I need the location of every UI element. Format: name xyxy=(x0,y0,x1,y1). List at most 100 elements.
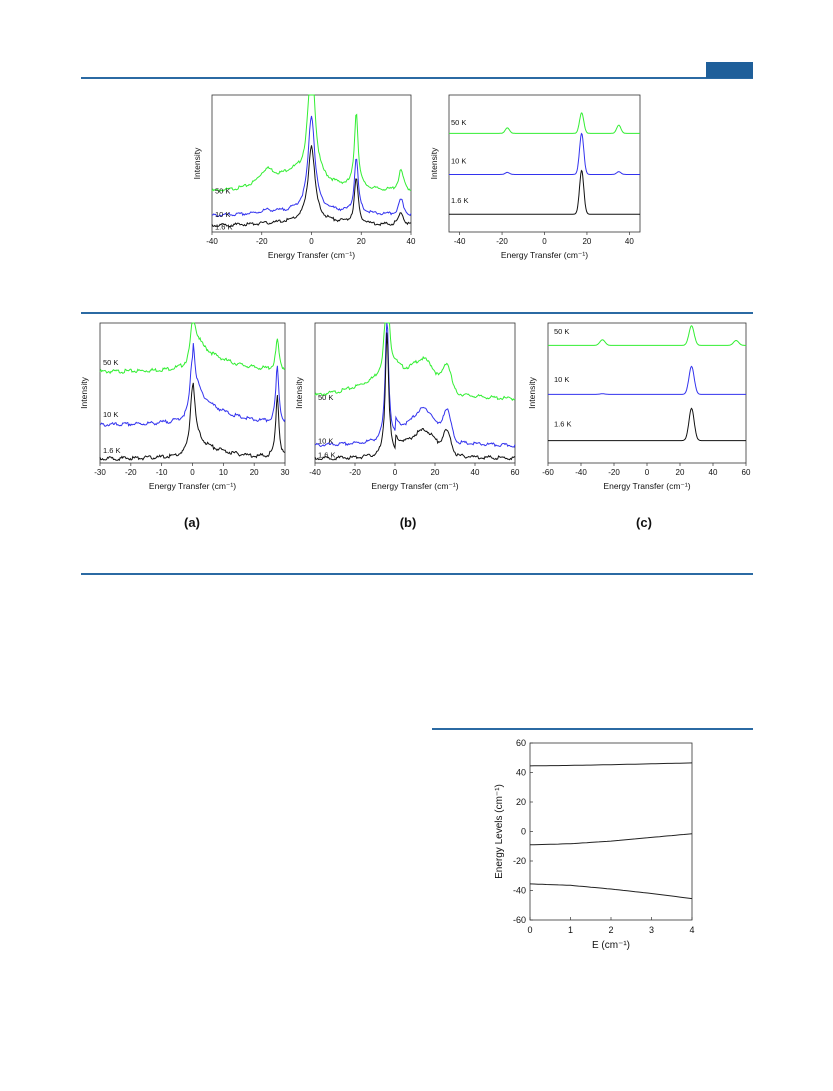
series-line xyxy=(314,322,516,402)
x-axis-label: Energy Transfer (cm⁻¹) xyxy=(268,250,355,260)
series-label: 50 K xyxy=(215,187,230,196)
y-tick-label: -20 xyxy=(513,856,526,866)
y-axis-label: Intensity xyxy=(294,376,304,408)
series-line xyxy=(449,112,640,134)
x-tick-label: 0 xyxy=(309,237,314,246)
series-line xyxy=(211,94,412,193)
x-tick-label: 20 xyxy=(676,468,685,477)
y-tick-label: -40 xyxy=(513,886,526,896)
series-label: 50 K xyxy=(103,358,118,367)
header-rule xyxy=(81,77,753,79)
series-line xyxy=(449,132,640,175)
x-tick-label: -40 xyxy=(206,237,218,246)
x-tick-label: 0 xyxy=(542,237,547,246)
series-line xyxy=(211,145,412,228)
y-axis-label: Intensity xyxy=(192,147,202,179)
series-line xyxy=(211,115,412,218)
x-tick-label: -10 xyxy=(156,468,168,477)
series-line xyxy=(99,322,286,375)
subfig-label-c: (c) xyxy=(636,515,652,530)
plot-frame xyxy=(448,94,641,233)
x-axis-label: E (cm⁻¹) xyxy=(592,940,630,951)
x-tick-label: -40 xyxy=(454,237,466,246)
x-tick-label: -20 xyxy=(349,468,361,477)
y-tick-label: -60 xyxy=(513,915,526,925)
x-tick-label: 0 xyxy=(645,468,650,477)
series-line xyxy=(548,325,746,346)
plot-frame xyxy=(314,322,516,464)
series-label: 1.6 K xyxy=(554,420,572,429)
x-tick-label: -30 xyxy=(94,468,106,477)
x-tick-label: 60 xyxy=(511,468,520,477)
subfig-label-b: (b) xyxy=(399,515,417,530)
series-line xyxy=(449,169,640,215)
x-axis-label: Energy Transfer (cm⁻¹) xyxy=(371,481,458,491)
series-label: 10 K xyxy=(103,410,118,419)
x-tick-label: -20 xyxy=(256,237,268,246)
series-label: 50 K xyxy=(451,118,466,127)
x-tick-label: 20 xyxy=(357,237,366,246)
figure-rule-2 xyxy=(81,573,753,575)
series-label: 10 K xyxy=(215,210,230,219)
x-tick-label: -40 xyxy=(309,468,321,477)
x-tick-label: 4 xyxy=(689,925,694,935)
plot-frame xyxy=(211,94,412,233)
series-line xyxy=(99,382,286,462)
x-axis-label: Energy Transfer (cm⁻¹) xyxy=(603,481,690,491)
series-label: 1.6 K xyxy=(215,222,233,231)
x-tick-label: 40 xyxy=(709,468,718,477)
y-axis-label: Energy Levels (cm⁻¹) xyxy=(494,784,505,879)
series-label: 1.6 K xyxy=(103,446,121,455)
plot-frame xyxy=(99,322,286,464)
series-label: 10 K xyxy=(451,157,466,166)
page-tab xyxy=(706,62,753,78)
x-axis-label: Energy Transfer (cm⁻¹) xyxy=(501,250,588,260)
series-line xyxy=(314,332,516,461)
plot-frame xyxy=(547,322,747,464)
x-tick-label: 0 xyxy=(393,468,398,477)
y-axis-label: Intensity xyxy=(79,376,89,408)
x-tick-label: 40 xyxy=(407,237,416,246)
y-axis-label: Intensity xyxy=(429,147,439,179)
plot-frame xyxy=(529,742,693,921)
x-tick-label: 60 xyxy=(742,468,751,477)
level-curve xyxy=(529,833,693,846)
x-tick-label: 0 xyxy=(190,468,195,477)
series-label: 50 K xyxy=(318,393,333,402)
x-tick-label: 40 xyxy=(625,237,634,246)
series-line xyxy=(314,322,516,448)
x-tick-label: 20 xyxy=(431,468,440,477)
x-tick-label: 1 xyxy=(568,925,573,935)
y-tick-label: 20 xyxy=(516,797,526,807)
x-tick-label: 30 xyxy=(281,468,290,477)
x-axis-label: Energy Transfer (cm⁻¹) xyxy=(149,481,236,491)
x-tick-label: -40 xyxy=(575,468,587,477)
figure-rule-3 xyxy=(432,728,753,730)
x-tick-label: 2 xyxy=(608,925,613,935)
y-axis-label: Intensity xyxy=(527,376,537,408)
x-tick-label: 20 xyxy=(582,237,591,246)
y-tick-label: 0 xyxy=(521,827,526,837)
series-line xyxy=(99,343,286,427)
level-curve xyxy=(529,762,693,767)
series-label: 50 K xyxy=(554,327,569,336)
y-tick-label: 40 xyxy=(516,768,526,778)
x-tick-label: 10 xyxy=(219,468,228,477)
x-tick-label: 0 xyxy=(527,925,532,935)
x-tick-label: 40 xyxy=(471,468,480,477)
x-tick-label: -20 xyxy=(608,468,620,477)
x-tick-label: -20 xyxy=(496,237,508,246)
x-tick-label: 3 xyxy=(649,925,654,935)
series-line xyxy=(548,365,746,395)
x-tick-label: -60 xyxy=(542,468,554,477)
y-tick-label: 60 xyxy=(516,738,526,748)
series-label: 1.6 K xyxy=(318,450,336,459)
subfig-label-a: (a) xyxy=(184,515,200,530)
level-curve xyxy=(529,883,693,900)
series-label: 10 K xyxy=(554,375,569,384)
x-tick-label: 20 xyxy=(250,468,259,477)
series-label: 1.6 K xyxy=(451,196,469,205)
x-tick-label: -20 xyxy=(125,468,137,477)
series-line xyxy=(548,407,746,442)
